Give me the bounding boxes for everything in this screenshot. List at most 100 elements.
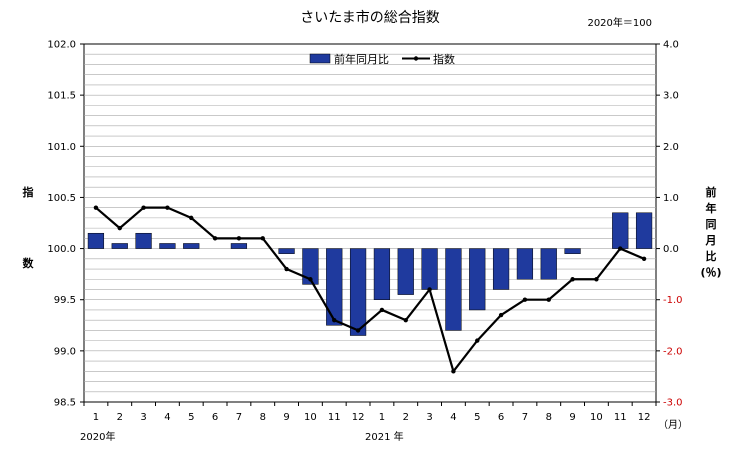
bar bbox=[445, 248, 462, 331]
x-tick-label: 6 bbox=[498, 412, 504, 423]
bar bbox=[397, 248, 414, 295]
right-axis-label-char: (％) bbox=[700, 266, 721, 279]
x-tick-label: 1 bbox=[379, 412, 385, 423]
bar-series bbox=[87, 212, 653, 336]
bar bbox=[183, 243, 200, 249]
bar bbox=[421, 248, 438, 290]
bar bbox=[612, 212, 629, 249]
line-point bbox=[475, 338, 480, 343]
left-tick-label: 102.0 bbox=[47, 40, 76, 51]
line-point bbox=[427, 287, 432, 292]
line-point bbox=[618, 246, 623, 251]
left-tick-label: 101.5 bbox=[47, 91, 76, 102]
x-tick-label: 2 bbox=[117, 412, 123, 423]
line-point bbox=[451, 369, 456, 374]
x-tick-label: 12 bbox=[352, 412, 365, 423]
legend-line-marker bbox=[413, 56, 419, 61]
left-tick-label: 99.0 bbox=[54, 346, 76, 357]
line-point bbox=[641, 256, 647, 261]
line-point bbox=[117, 225, 122, 231]
line-point bbox=[308, 277, 313, 282]
bar bbox=[230, 243, 248, 249]
legend-bar-label: 前年同月比 bbox=[334, 52, 389, 66]
right-tick-label: -3.0 bbox=[663, 398, 683, 409]
line-point bbox=[594, 277, 599, 282]
right-axis-ticks: -3.0 -2.0 -1.0 0.0 1.0 2.0 3.0 4.0 bbox=[656, 40, 683, 409]
right-axis-label-char: 同 bbox=[706, 218, 717, 231]
line-point bbox=[165, 205, 170, 210]
bar bbox=[516, 248, 534, 280]
bar bbox=[564, 248, 581, 254]
year-label-2021: 2021 年 bbox=[365, 430, 404, 443]
right-tick-label: 1.0 bbox=[663, 193, 679, 204]
x-tick-label: 6 bbox=[212, 412, 218, 423]
x-tick-label: 1 bbox=[93, 412, 99, 423]
x-tick-label: 9 bbox=[569, 412, 575, 423]
line-point bbox=[189, 215, 194, 221]
bar bbox=[302, 248, 319, 285]
x-tick-label: 5 bbox=[188, 412, 194, 423]
line-point bbox=[332, 317, 337, 323]
right-tick-label: 0.0 bbox=[663, 244, 679, 255]
x-tick-label: 10 bbox=[590, 412, 603, 423]
x-tick-label: 12 bbox=[638, 412, 651, 423]
plot-area bbox=[83, 43, 657, 403]
line-point bbox=[570, 277, 575, 282]
left-tick-label: 98.5 bbox=[54, 398, 76, 409]
x-tick-label: 11 bbox=[614, 412, 627, 423]
x-tick-label: 7 bbox=[522, 412, 528, 423]
base-note: 2020年＝100 bbox=[587, 16, 652, 29]
x-tick-label: 8 bbox=[260, 412, 266, 423]
left-tick-label: 100.5 bbox=[47, 193, 76, 204]
left-tick-label: 99.5 bbox=[54, 295, 76, 306]
x-axis-ticks: 1 2 3 4 5 6 7 8 9 10 11 12 1 2 3 4 5 6 7 8 9 10 11 12 bbox=[83, 402, 657, 423]
bar bbox=[278, 248, 295, 254]
legend-line-label: 指数 bbox=[433, 52, 455, 66]
line-series bbox=[93, 205, 647, 374]
line-point bbox=[355, 328, 361, 333]
bar bbox=[326, 248, 343, 326]
bar bbox=[349, 248, 367, 336]
line-point bbox=[546, 297, 551, 302]
line-point bbox=[403, 317, 408, 323]
x-unit-label: （月） bbox=[658, 419, 688, 431]
legend-bar-swatch bbox=[309, 53, 331, 64]
index-line bbox=[95, 206, 645, 373]
left-axis-label-char: 数 bbox=[23, 256, 35, 270]
bar bbox=[540, 248, 557, 280]
left-axis-label-char: 指 bbox=[23, 185, 34, 199]
bar bbox=[159, 243, 176, 249]
x-tick-label: 7 bbox=[236, 412, 242, 423]
chart-title: さいたま市の総合指数 bbox=[300, 9, 440, 26]
x-tick-label: 11 bbox=[328, 412, 341, 423]
x-tick-label: 8 bbox=[546, 412, 552, 423]
bar bbox=[135, 232, 152, 249]
line-point bbox=[284, 266, 289, 272]
left-axis-ticks: 98.5 99.0 99.5 100.0 100.5 101.0 101.5 102.0 bbox=[47, 40, 84, 409]
x-tick-label: 4 bbox=[450, 412, 456, 423]
x-tick-label: 9 bbox=[283, 412, 289, 423]
year-label-2020: 2020年 bbox=[80, 430, 115, 443]
left-tick-label: 100.0 bbox=[47, 244, 76, 255]
x-tick-label: 10 bbox=[304, 412, 317, 423]
x-tick-label: 4 bbox=[164, 412, 170, 423]
x-tick-label: 5 bbox=[474, 412, 480, 423]
bar bbox=[635, 212, 653, 249]
right-axis-label-char: 月 bbox=[705, 234, 717, 247]
line-point bbox=[93, 205, 99, 210]
line-point bbox=[141, 205, 146, 210]
bar bbox=[373, 248, 391, 300]
line-point bbox=[379, 307, 385, 313]
line-point bbox=[498, 312, 504, 318]
x-tick-label: 2 bbox=[403, 412, 409, 423]
x-tick-label: 3 bbox=[426, 412, 432, 423]
legend: 前年同月比 指数 bbox=[309, 52, 455, 66]
line-point bbox=[260, 236, 265, 241]
bar bbox=[469, 248, 486, 311]
gridlines bbox=[84, 53, 656, 393]
line-point bbox=[212, 236, 218, 241]
bar bbox=[87, 232, 105, 249]
right-axis-label-char: 前 bbox=[706, 185, 717, 199]
left-tick-label: 101.0 bbox=[47, 142, 76, 153]
